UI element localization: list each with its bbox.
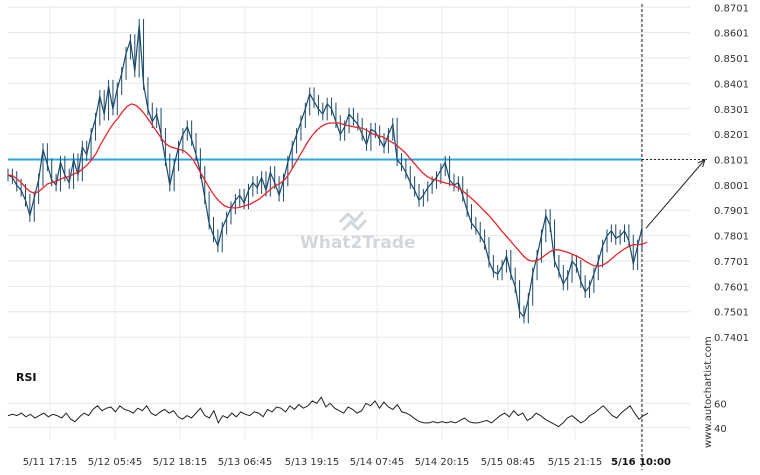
time-tick-label: 5/14 07:45 — [350, 457, 404, 468]
price-series — [7, 18, 643, 324]
time-tick-label: 5/13 06:45 — [218, 457, 272, 468]
price-tick-label: 0.7601 — [714, 282, 749, 293]
time-tick-label: 5/15 21:15 — [548, 457, 602, 468]
projection-group — [641, 4, 706, 470]
projection-arrow-line — [645, 159, 706, 229]
price-tick-label: 0.8701 — [714, 3, 749, 14]
moving-average-line — [7, 103, 648, 267]
time-tick-label: 5/13 19:15 — [285, 457, 339, 468]
time-tick-label: 5/16 10:00 — [611, 457, 671, 468]
watermark: What2Trade — [300, 211, 416, 253]
time-tick-label: 5/15 08:45 — [481, 457, 535, 468]
price-tick-label: 0.8101 — [714, 155, 749, 166]
price-tick-label: 0.7401 — [714, 333, 749, 344]
watermark-text: What2Trade — [300, 233, 416, 253]
price-tick-label: 0.8001 — [714, 181, 749, 192]
price-axis: 0.8701 0.8601 0.8501 0.8401 0.8301 0.8201 0.81… — [714, 3, 749, 344]
price-tick-label: 0.7701 — [714, 257, 749, 268]
price-tick-label: 0.8301 — [714, 105, 749, 116]
watermark-logo-icon — [338, 211, 368, 232]
price-tick-label: 0.8501 — [714, 54, 749, 65]
rsi-line — [7, 396, 649, 428]
time-tick-label: 5/14 20:15 — [415, 457, 469, 468]
time-axis: 5/11 17:15 5/12 05:45 5/12 18:15 5/13 06:45… — [23, 457, 671, 468]
price-line — [7, 25, 643, 319]
time-tick-label: 5/12 18:15 — [153, 457, 207, 468]
rsi-tick-label: 60 — [714, 399, 727, 410]
price-tick-label: 0.7801 — [714, 232, 749, 243]
price-tick-label: 0.7901 — [714, 206, 749, 217]
rsi-label: RSI — [16, 371, 37, 384]
moving-average-series — [7, 103, 648, 267]
rsi-tick-label: 40 — [714, 424, 727, 435]
gridlines — [8, 5, 690, 440]
price-tick-label: 0.8601 — [714, 29, 749, 40]
price-tick-label: 0.8401 — [714, 79, 749, 90]
rsi-panel: RSI 60 40 — [7, 371, 727, 435]
credit-text: www.autochartist.com — [703, 336, 714, 448]
price-tick-label: 0.7501 — [714, 308, 749, 319]
time-tick-label: 5/11 17:15 — [23, 457, 77, 468]
price-tick-label: 0.8201 — [714, 130, 749, 141]
projection-arrowhead-icon — [697, 158, 706, 168]
time-tick-label: 5/12 05:45 — [88, 457, 142, 468]
